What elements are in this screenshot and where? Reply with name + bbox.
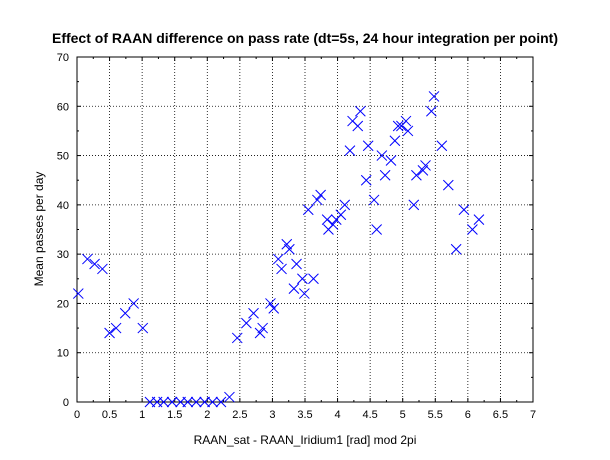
data-point bbox=[110, 322, 122, 334]
data-point bbox=[119, 307, 131, 319]
data-point bbox=[248, 307, 259, 319]
data-point bbox=[321, 214, 333, 225]
data-point bbox=[360, 174, 372, 186]
data-point bbox=[327, 219, 339, 230]
data-point bbox=[368, 194, 380, 206]
x-axis-label: RAAN_sat - RAAN_Iridium1 [rad] mod 2pi bbox=[194, 433, 417, 447]
data-point bbox=[379, 169, 391, 181]
data-point bbox=[392, 120, 404, 132]
data-point bbox=[402, 125, 414, 137]
x-tick-label: 6 bbox=[465, 409, 471, 421]
x-tick-label: 4.5 bbox=[362, 409, 377, 421]
data-point bbox=[89, 258, 100, 270]
data-point bbox=[276, 263, 287, 275]
x-tick-label: 0.5 bbox=[102, 409, 117, 421]
axis-ticks: 0 0.5 1 1.5 2 2.5 3 3.5 4 4.5 5 5.5 6 6.5 701020304050… bbox=[57, 52, 536, 421]
data-point bbox=[335, 209, 347, 221]
x-tick-label: 1.5 bbox=[167, 409, 182, 421]
data-point bbox=[352, 120, 364, 132]
x-tick-label: 3.5 bbox=[297, 409, 312, 421]
data-point bbox=[297, 273, 308, 285]
x-tick-label: 5.5 bbox=[428, 409, 443, 421]
y-tick-label: 30 bbox=[57, 249, 69, 261]
data-point bbox=[82, 253, 93, 265]
data-point bbox=[268, 303, 280, 314]
data-point bbox=[376, 150, 388, 161]
data-point bbox=[241, 317, 252, 329]
x-tick-label: 1 bbox=[139, 409, 145, 421]
data-point bbox=[426, 105, 437, 117]
y-tick-label: 50 bbox=[57, 151, 69, 163]
data-point bbox=[272, 253, 284, 265]
data-point bbox=[302, 204, 314, 216]
data-point bbox=[400, 115, 412, 127]
data-point bbox=[215, 396, 227, 408]
data-point bbox=[182, 396, 194, 408]
x-tick-label: 5 bbox=[400, 409, 406, 421]
x-tick-label: 0 bbox=[74, 409, 80, 421]
x-tick-label: 7 bbox=[530, 409, 536, 421]
data-point bbox=[137, 322, 149, 334]
data-point bbox=[166, 396, 178, 408]
data-point bbox=[408, 199, 420, 211]
data-point bbox=[362, 140, 374, 152]
grid bbox=[77, 57, 533, 402]
x-tick-label: 2.5 bbox=[232, 409, 247, 421]
y-tick-label: 70 bbox=[57, 52, 69, 64]
data-point bbox=[371, 224, 383, 235]
data-point bbox=[458, 204, 470, 216]
y-tick-label: 40 bbox=[57, 200, 69, 212]
data-point bbox=[190, 396, 202, 408]
data-point bbox=[97, 263, 108, 275]
y-tick-label: 20 bbox=[57, 298, 69, 310]
x-tick-label: 3 bbox=[269, 409, 275, 421]
x-tick-label: 2 bbox=[204, 409, 210, 421]
data-point bbox=[473, 214, 485, 225]
x-tick-label: 6.5 bbox=[493, 409, 508, 421]
y-axis-label: Mean passes per day bbox=[32, 172, 46, 287]
chart-title: Effect of RAAN difference on pass rate (… bbox=[52, 30, 558, 46]
data-point bbox=[428, 91, 440, 102]
data-points bbox=[72, 91, 485, 408]
data-point bbox=[128, 298, 140, 309]
data-point bbox=[158, 396, 169, 408]
data-point bbox=[355, 105, 366, 117]
data-point bbox=[104, 327, 115, 339]
data-point bbox=[389, 135, 401, 147]
y-tick-label: 10 bbox=[57, 348, 69, 360]
y-tick-label: 0 bbox=[63, 397, 69, 409]
data-point bbox=[308, 273, 319, 285]
data-point bbox=[450, 243, 462, 255]
data-point bbox=[72, 288, 84, 299]
data-point bbox=[281, 238, 293, 250]
data-point bbox=[417, 165, 429, 176]
data-point bbox=[298, 288, 310, 299]
data-point bbox=[199, 396, 211, 408]
data-point bbox=[315, 189, 326, 201]
data-point bbox=[420, 160, 431, 171]
data-point bbox=[291, 258, 302, 270]
data-point bbox=[339, 199, 351, 211]
data-point bbox=[411, 169, 422, 181]
y-tick-label: 60 bbox=[57, 101, 69, 113]
data-point bbox=[257, 322, 269, 334]
data-point bbox=[344, 145, 356, 156]
data-point bbox=[288, 283, 300, 294]
data-point bbox=[467, 224, 478, 235]
data-point bbox=[224, 391, 235, 403]
x-tick-label: 4 bbox=[335, 409, 341, 421]
data-point bbox=[385, 155, 397, 166]
data-point bbox=[442, 179, 454, 191]
data-point bbox=[312, 194, 323, 206]
data-point bbox=[254, 327, 266, 339]
data-point bbox=[207, 396, 218, 408]
data-point bbox=[231, 332, 243, 344]
data-point bbox=[284, 243, 295, 255]
data-point bbox=[436, 140, 448, 152]
data-point bbox=[265, 298, 276, 309]
